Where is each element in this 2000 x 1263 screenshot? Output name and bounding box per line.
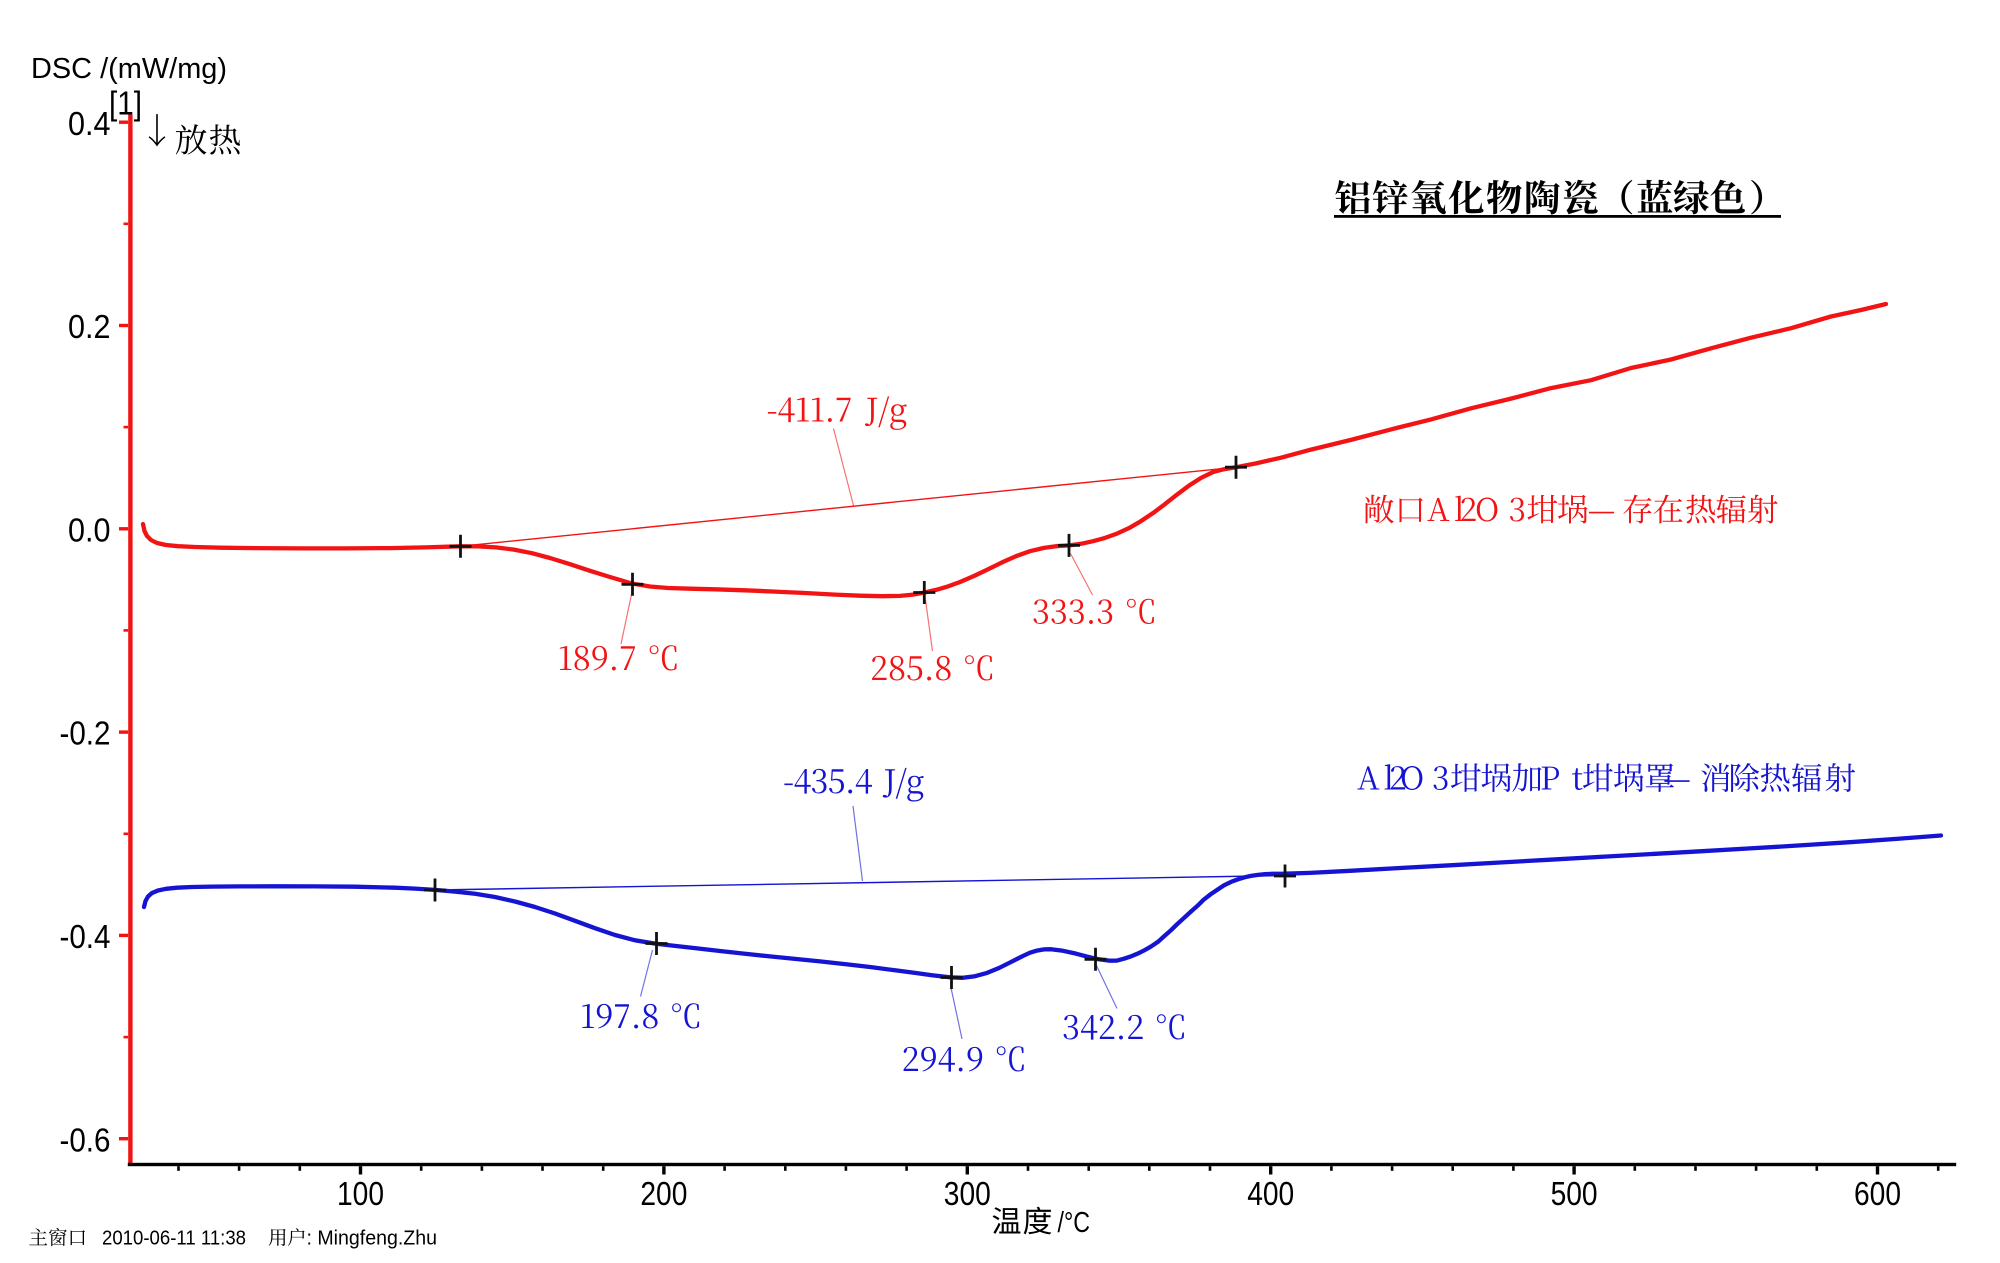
svg-text:0.0: 0.0: [68, 511, 111, 548]
svg-text:DSC /(mW/mg): DSC /(mW/mg): [31, 53, 227, 85]
svg-text:-0.6: -0.6: [60, 1121, 111, 1158]
svg-text:: Mingfeng.Zhu: : Mingfeng.Zhu: [307, 1228, 438, 1250]
svg-text:-0.4: -0.4: [60, 918, 111, 955]
svg-text:400: 400: [1247, 1175, 1294, 1212]
svg-text:[1]: [1]: [109, 85, 142, 122]
svg-text:0.2: 0.2: [68, 308, 111, 345]
svg-text:2010-06-11 11:38: 2010-06-11 11:38: [102, 1228, 246, 1250]
svg-text:600: 600: [1854, 1175, 1901, 1212]
svg-text:0.4: 0.4: [68, 105, 111, 142]
svg-text:100: 100: [337, 1175, 384, 1212]
svg-text:300: 300: [944, 1175, 991, 1212]
svg-text:-0.2: -0.2: [60, 715, 111, 752]
svg-text:500: 500: [1551, 1175, 1598, 1212]
svg-text:/°C: /°C: [1058, 1207, 1091, 1239]
svg-text:200: 200: [640, 1175, 687, 1212]
